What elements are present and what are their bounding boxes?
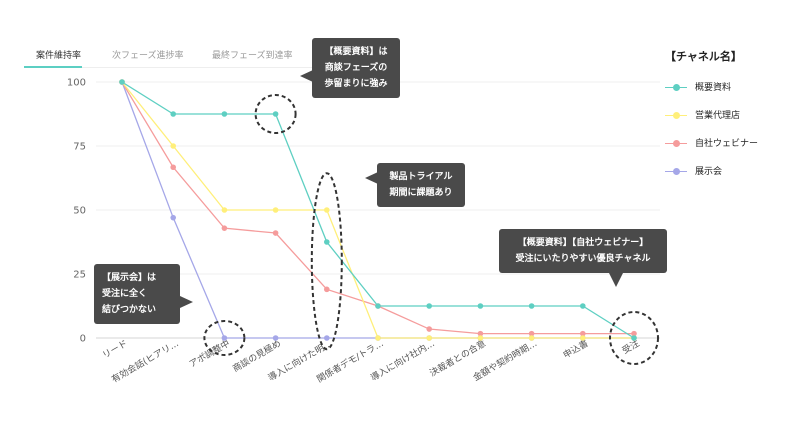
y-tick-label: 50: [73, 206, 86, 217]
legend-label: 概要資料: [695, 83, 732, 93]
data-point: [170, 143, 176, 149]
tab-final-phase-rate[interactable]: 最終フェーズ到達率: [212, 51, 293, 61]
data-point: [324, 335, 330, 341]
data-point: [528, 303, 535, 309]
data-point: [477, 303, 484, 309]
data-point: [631, 335, 637, 341]
callout-tail: [300, 70, 313, 82]
tab-baseline: [24, 67, 316, 68]
data-point: [272, 207, 279, 213]
legend-label: 展示会: [695, 167, 723, 177]
y-tick-label: 75: [73, 142, 86, 153]
data-point: [375, 303, 381, 309]
highlight-ellipse-negotiation: [254, 94, 297, 134]
data-point: [631, 330, 637, 337]
legend-item[interactable]: 展示会: [665, 164, 795, 192]
legend-item[interactable]: 営業代理店: [665, 108, 795, 136]
data-point: [375, 335, 381, 341]
legend-swatch-dot: [673, 84, 680, 91]
data-point: [221, 207, 228, 213]
highlight-ellipse-trial: [310, 172, 343, 351]
tab-retention-rate[interactable]: 案件維持率: [36, 51, 82, 61]
data-point: [272, 111, 279, 117]
data-point: [170, 164, 176, 171]
legend-item[interactable]: 自社ウェビナー: [665, 136, 795, 164]
data-point: [119, 79, 125, 85]
data-point: [477, 335, 484, 341]
callout-best-channels: 【概要資料】【自社ウェビナー】 受注にいたりやすい優良チャネル: [499, 229, 667, 273]
legend-label: 営業代理店: [695, 111, 741, 121]
y-tick-label: 25: [73, 270, 86, 281]
data-point: [426, 303, 433, 309]
data-point: [477, 330, 484, 337]
series-line-2: [121, 81, 634, 335]
data-point: [426, 326, 433, 332]
highlight-ellipse-order: [609, 311, 659, 365]
callout-tail: [180, 296, 193, 308]
metric-tabs: 案件維持率 次フェーズ進捗率 最終フェーズ到達率: [24, 38, 324, 70]
y-tick-label: 100: [67, 78, 86, 89]
data-point: [272, 335, 279, 341]
data-point: [272, 230, 279, 236]
data-point: [221, 111, 228, 117]
callout-exhibition: 【展示会】は 受注に全く 結びつかない: [94, 264, 180, 324]
data-point: [170, 111, 176, 117]
legend-swatch-dot: [673, 168, 680, 175]
active-tab-indicator: [24, 66, 82, 68]
legend: 【チャネル名】 概要資料営業代理店自社ウェビナー 展示会: [665, 48, 795, 192]
data-point: [324, 207, 330, 213]
data-point: [580, 335, 586, 341]
data-point: [221, 225, 228, 231]
data-point: [528, 330, 535, 337]
data-point: [580, 303, 586, 309]
data-point: [324, 286, 330, 293]
legend-swatch-dot: [673, 140, 680, 147]
legend-item[interactable]: 概要資料: [665, 80, 795, 108]
legend-title: 【チャネル名】: [665, 50, 742, 63]
highlight-ellipse-appointment: [203, 320, 246, 356]
callout-tail: [609, 273, 623, 287]
x-tick-label: 商談の見極め: [230, 337, 283, 374]
data-point: [221, 335, 228, 341]
y-tick-label: 0: [80, 334, 86, 345]
x-tick-label: 申込書: [561, 337, 590, 361]
x-tick-label: アポ調整中: [187, 337, 232, 370]
data-point: [528, 335, 535, 341]
legend-swatch-dot: [673, 112, 680, 119]
x-tick-label: 受注: [620, 337, 642, 356]
callout-overview-material: 【概要資料】は 商談フェーズの 歩留まりに強み: [312, 38, 400, 98]
callout-trial-issue: 製品トライアル 期間に課題あり: [377, 163, 465, 207]
callout-tail: [365, 172, 378, 184]
data-point: [170, 214, 176, 221]
x-tick-label: リード: [101, 339, 129, 361]
data-point: [580, 330, 586, 337]
legend-label: 自社ウェビナー: [695, 139, 759, 149]
tab-next-phase-rate[interactable]: 次フェーズ進捗率: [112, 51, 184, 61]
data-point: [324, 239, 330, 245]
data-point: [426, 335, 433, 341]
